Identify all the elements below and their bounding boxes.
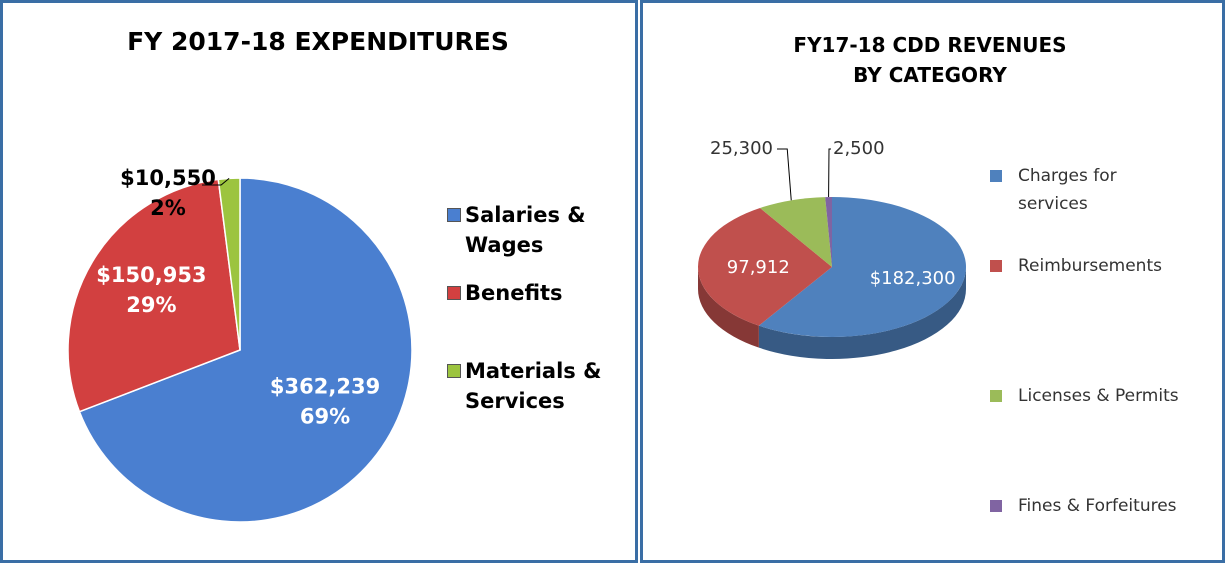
legend-item: Fines & Forfeitures	[990, 492, 1190, 520]
title-box: FY17-18 CDD REVENUES BY CATEGORY	[793, 33, 1067, 87]
pie-slice	[698, 207, 832, 326]
data-label: $10,550	[120, 166, 216, 190]
legend-label: Fines & Forfeitures	[1018, 496, 1177, 516]
legend-swatch	[447, 208, 461, 222]
legend-item: Charges for services	[990, 162, 1190, 218]
legend-swatch	[990, 500, 1002, 512]
pie-slice	[758, 197, 967, 337]
pie-side	[698, 267, 759, 348]
pie-slice	[760, 197, 832, 267]
legend-swatch	[447, 286, 461, 300]
chart-title: FY 2017-18 EXPENDITURES	[127, 27, 509, 56]
legend-label: Reimbursements	[1018, 256, 1162, 276]
legend-item: Salaries & Wages	[447, 200, 617, 260]
pie-slice	[78, 177, 413, 523]
percent-label: 69%	[300, 404, 350, 428]
data-label: 25,300	[710, 138, 773, 159]
legend-swatch	[990, 260, 1002, 272]
data-label: 2,500	[833, 138, 885, 159]
chart-title: FY17-18 CDD REVENUES BY CATEGORY	[793, 33, 1067, 87]
data-label: $150,953	[96, 263, 206, 287]
panel-right	[640, 0, 1225, 563]
legend-label: Benefits	[465, 281, 563, 305]
data-label: 97,912	[727, 257, 790, 278]
legend-label: Salaries & Wages	[465, 203, 586, 257]
percent-label: 2%	[150, 196, 186, 220]
legend-label: Charges for services	[1018, 166, 1117, 214]
legend-swatch	[990, 170, 1002, 182]
pie-side	[758, 267, 967, 360]
leader-line	[777, 148, 792, 201]
legend-label: Licenses & Permits	[1018, 386, 1179, 406]
data-label: $362,239	[270, 374, 380, 398]
data-label: $182,300	[870, 268, 956, 289]
pie-slice	[67, 178, 241, 413]
leader-line	[202, 177, 230, 186]
legend-item: Licenses & Permits	[990, 382, 1190, 410]
leader-line	[828, 148, 831, 198]
legend-item: Reimbursements	[990, 252, 1190, 280]
panel-left	[0, 0, 638, 563]
legend-item: Benefits	[447, 278, 617, 308]
percent-label: 29%	[126, 293, 176, 317]
pie-slice	[825, 197, 832, 267]
legend-swatch	[447, 364, 461, 378]
legend-label: Materials & Services	[465, 359, 602, 413]
legend-swatch	[990, 390, 1002, 402]
legend-item: Materials & Services	[447, 356, 617, 416]
